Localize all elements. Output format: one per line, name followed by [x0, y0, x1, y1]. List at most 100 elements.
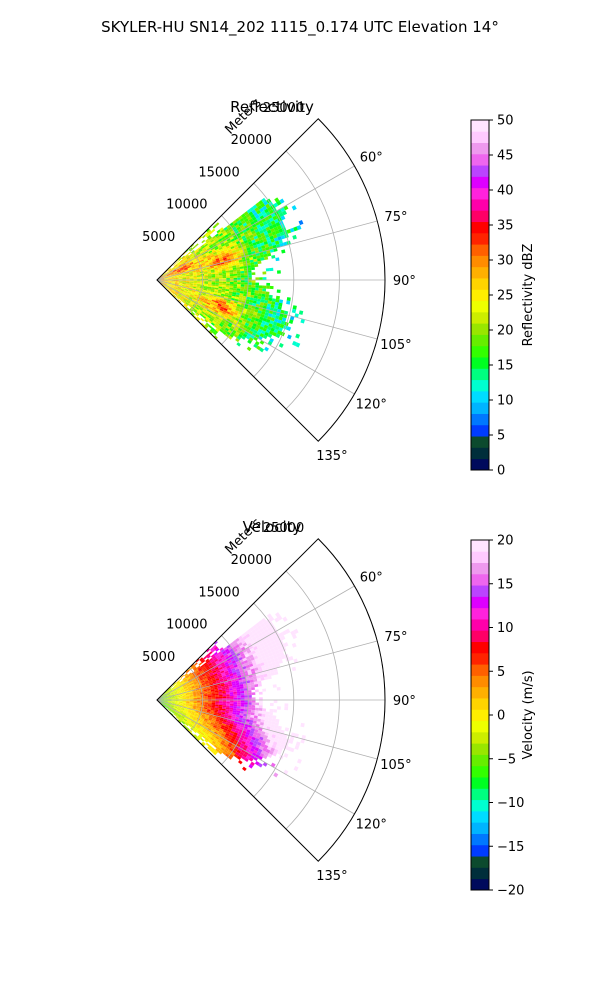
colorbar-swatch: [471, 698, 489, 710]
azimuth-tick-label: 60°: [360, 150, 383, 165]
colorbar-swatch: [471, 323, 489, 335]
colorbar-swatch: [471, 799, 489, 812]
azimuth-line: [156, 165, 355, 281]
range-tick-label: 10000: [166, 618, 207, 633]
colorbar-label: Reflectivity dBZ: [521, 244, 536, 347]
azimuth-line: [156, 640, 378, 701]
colorbar-tick-label: 0: [497, 464, 505, 479]
colorbar-swatch: [471, 334, 489, 347]
colorbar-tick-label: 25: [497, 289, 514, 304]
reflectivity-panel: Reflectivity500010000150002000025000Mete…: [142, 95, 536, 478]
colorbar-tick-label: −15: [497, 840, 524, 855]
velocity-panel: Velocity500010000150002000025000Meters60…: [142, 515, 536, 898]
azimuth-tick-label: 75°: [384, 630, 407, 645]
colorbar-swatch: [471, 255, 489, 268]
colorbar-swatch: [471, 199, 489, 211]
colorbar-swatch: [471, 176, 489, 189]
range-tick-label: 20000: [231, 553, 272, 568]
colorbar-swatch: [471, 562, 489, 575]
colorbar-swatch: [471, 266, 489, 279]
azimuth-tick-label: 120°: [356, 398, 387, 413]
polar-grid: [156, 118, 386, 442]
azimuth-line: [156, 699, 355, 815]
colorbar-swatch: [471, 709, 489, 722]
colorbar-tick-label: 40: [497, 184, 514, 199]
colorbar-swatch: [471, 720, 489, 733]
colorbar-swatch: [471, 867, 489, 880]
sector-frame: [156, 538, 386, 862]
colorbar-swatch: [471, 788, 489, 801]
azimuth-line: [156, 279, 355, 395]
azimuth-tick-label: 120°: [356, 818, 387, 833]
reflectivity-colorbar: 0 5 10 15 20 25 30 35 40 45 50 Reflectivity dBZ: [470, 114, 536, 479]
range-tick-label: 20000: [231, 133, 272, 148]
range-tick-label: 25000: [263, 521, 304, 536]
colorbar-swatch: [471, 413, 489, 426]
colorbar-swatch: [471, 311, 489, 324]
colorbar-swatch: [471, 232, 489, 245]
colorbar-swatch: [471, 424, 489, 437]
colorbar-swatch: [471, 619, 489, 631]
colorbar-swatch: [471, 754, 489, 767]
colorbar-tick-label: 5: [497, 429, 505, 444]
colorbar-swatch: [471, 390, 489, 403]
colorbar-tick-label: 10: [497, 394, 514, 409]
azimuth-tick-label: 105°: [380, 338, 411, 353]
range-tick-label: 5000: [142, 650, 175, 665]
colorbar-tick-label: 30: [497, 254, 514, 269]
colorbar-swatch: [471, 596, 489, 609]
colorbar-swatch: [471, 153, 489, 166]
colorbar-swatch: [471, 856, 489, 868]
colorbar-swatch: [471, 357, 489, 369]
colorbar-swatch: [471, 573, 489, 586]
colorbar-swatch: [471, 131, 489, 143]
range-tick-label: 25000: [263, 101, 304, 116]
azimuth-tick-label: 90°: [393, 274, 416, 289]
colorbar-tick-label: 15: [497, 577, 514, 592]
colorbar-swatch: [471, 607, 489, 620]
colorbar-swatch: [471, 833, 489, 846]
reflectivity-field: [157, 197, 305, 353]
colorbar-swatch: [471, 765, 489, 778]
panel-title: Velocity: [243, 518, 302, 536]
colorbar-tick-label: 35: [497, 219, 514, 234]
colorbar-swatch: [471, 822, 489, 834]
colorbar-swatch: [471, 844, 489, 857]
range-tick-label: 15000: [198, 165, 239, 180]
colorbar-swatch: [471, 379, 489, 392]
colorbar-tick-label: 20: [497, 324, 514, 339]
colorbar-swatch: [471, 878, 489, 891]
velocity-colorbar: −20 −15 −10 −5 0 5 10 15 20 Velocity (m/s): [470, 534, 536, 899]
colorbar-swatch: [471, 630, 489, 643]
colorbar-tick-label: 45: [497, 149, 514, 164]
azimuth-line: [156, 699, 378, 760]
colorbar-swatch: [471, 368, 489, 381]
colorbar-tick-label: −5: [497, 752, 516, 767]
colorbar-swatch: [471, 585, 489, 597]
colorbar-tick-label: −10: [497, 796, 524, 811]
range-tick-label: 5000: [142, 230, 175, 245]
polar-grid: [156, 538, 386, 862]
azimuth-line: [156, 279, 378, 340]
colorbar-swatch: [471, 641, 489, 654]
velocity-field: [157, 612, 306, 778]
colorbar-tick-label: 50: [497, 114, 514, 129]
colorbar-tick-label: 20: [497, 534, 514, 549]
colorbar-swatch: [471, 458, 489, 471]
azimuth-tick-label: 60°: [360, 570, 383, 585]
azimuth-line: [156, 585, 355, 701]
colorbar-swatch: [471, 244, 489, 256]
azimuth-tick-label: 135°: [316, 869, 347, 884]
colorbar-swatch: [471, 810, 489, 823]
figure-suptitle: SKYLER-HU SN14_202 1115_0.174 UTC Elevat…: [101, 18, 499, 37]
colorbar-swatch: [471, 675, 489, 688]
colorbar-swatch: [471, 551, 489, 563]
panel-title: Reflectivity: [230, 98, 314, 116]
colorbar-swatch: [471, 289, 489, 302]
azimuth-line: [156, 220, 378, 281]
colorbar-swatch: [471, 436, 489, 448]
colorbar-tick-label: 10: [497, 621, 514, 636]
colorbar-swatch: [471, 278, 489, 290]
colorbar-swatch: [471, 402, 489, 414]
colorbar-swatch: [471, 300, 489, 313]
